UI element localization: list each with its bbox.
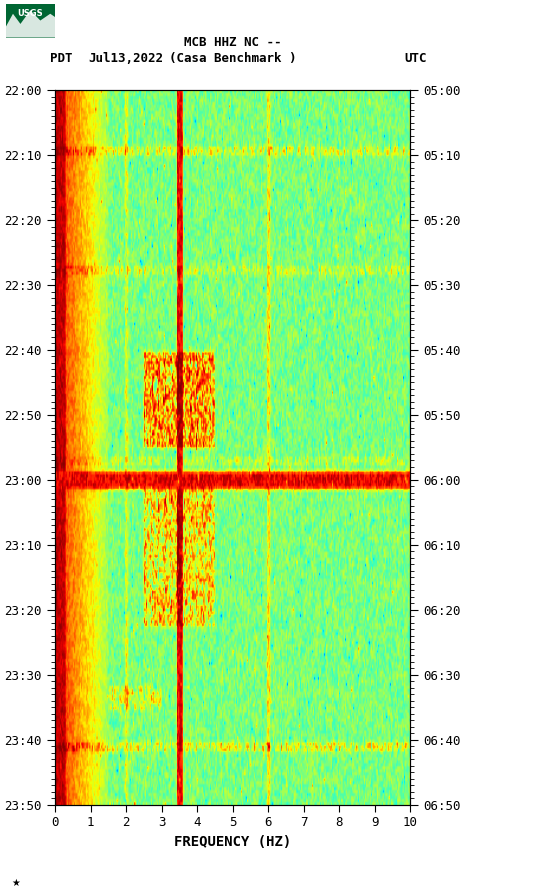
Text: UTC: UTC (405, 53, 427, 65)
X-axis label: FREQUENCY (HZ): FREQUENCY (HZ) (174, 835, 291, 849)
Polygon shape (6, 11, 55, 38)
Text: ★: ★ (11, 878, 20, 888)
Text: MCB HHZ NC --: MCB HHZ NC -- (184, 37, 282, 49)
Text: Jul13,2022: Jul13,2022 (88, 53, 163, 65)
Text: PDT: PDT (50, 53, 72, 65)
Text: USGS: USGS (18, 9, 43, 18)
Text: (Casa Benchmark ): (Casa Benchmark ) (169, 53, 296, 65)
